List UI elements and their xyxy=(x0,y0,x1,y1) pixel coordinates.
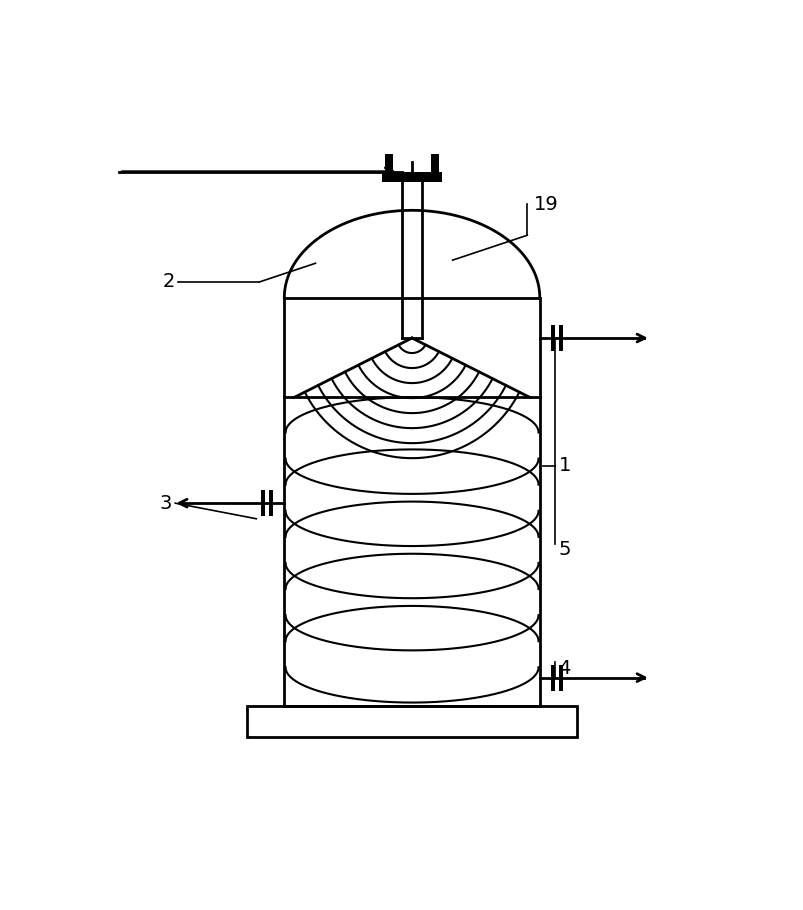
Bar xyxy=(268,490,273,516)
Bar xyxy=(247,705,577,737)
Bar xyxy=(558,664,563,691)
Bar xyxy=(384,154,392,172)
Bar xyxy=(550,664,555,691)
Bar xyxy=(558,325,563,351)
Bar xyxy=(260,490,265,516)
Text: 5: 5 xyxy=(558,541,570,560)
Bar xyxy=(284,298,539,705)
Text: 3: 3 xyxy=(160,493,172,512)
Text: 4: 4 xyxy=(558,659,570,678)
Bar xyxy=(381,172,442,182)
Bar xyxy=(431,154,439,172)
Bar xyxy=(550,325,555,351)
Text: 19: 19 xyxy=(533,195,557,214)
Text: 1: 1 xyxy=(558,456,570,475)
Text: 2: 2 xyxy=(162,272,175,291)
